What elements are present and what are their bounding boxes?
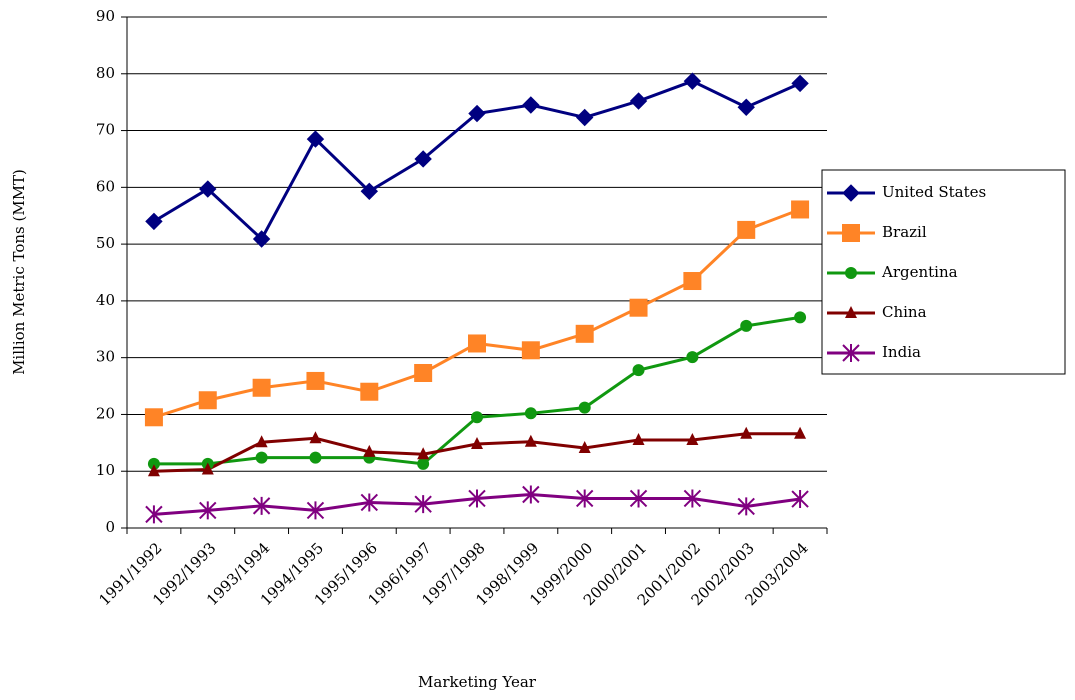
y-tick-label: 40 xyxy=(96,291,115,309)
marker xyxy=(522,485,540,504)
marker xyxy=(417,447,430,460)
marker xyxy=(199,180,217,198)
marker xyxy=(524,434,537,447)
marker xyxy=(468,104,486,123)
marker xyxy=(578,401,591,414)
marker xyxy=(842,344,860,362)
marker xyxy=(737,497,755,516)
marker xyxy=(414,363,433,382)
marker xyxy=(255,435,268,448)
marker xyxy=(794,426,807,439)
marker xyxy=(686,432,699,445)
marker xyxy=(414,495,432,514)
marker xyxy=(306,371,325,390)
y-tick-label: 50 xyxy=(96,234,115,252)
marker xyxy=(309,431,322,444)
marker xyxy=(791,74,809,93)
y-tick-label: 70 xyxy=(96,121,115,139)
marker xyxy=(629,298,648,317)
marker xyxy=(683,489,702,508)
y-axis-title: Million Metric Tons (MMT) xyxy=(10,169,28,375)
marker xyxy=(306,130,325,148)
marker xyxy=(145,505,163,524)
marker xyxy=(845,267,857,279)
marker xyxy=(252,230,271,248)
marker xyxy=(842,224,860,242)
legend-label: India xyxy=(882,343,921,361)
legend-label: Brazil xyxy=(882,223,927,241)
x-axis-title: Marketing Year xyxy=(418,673,537,691)
legend: United States Brazil Argentina China India xyxy=(821,169,1066,375)
marker xyxy=(632,432,645,445)
marker xyxy=(414,150,432,168)
marker xyxy=(468,334,486,353)
series-line xyxy=(153,208,801,419)
marker xyxy=(255,451,268,464)
marker xyxy=(575,324,594,343)
marker xyxy=(360,493,379,512)
marker xyxy=(522,96,540,114)
marker xyxy=(632,364,645,377)
legend-label: Argentina xyxy=(881,263,958,281)
marker xyxy=(791,490,809,509)
y-tick-label: 0 xyxy=(105,518,115,536)
marker xyxy=(147,464,160,477)
marker xyxy=(524,407,537,420)
marker xyxy=(740,319,753,332)
marker xyxy=(737,98,755,116)
marker xyxy=(575,489,594,508)
marker xyxy=(360,182,379,201)
marker xyxy=(578,440,591,453)
marker xyxy=(252,378,271,397)
legend-label: United States xyxy=(882,183,986,201)
marker xyxy=(363,444,376,457)
marker xyxy=(575,108,594,127)
marker xyxy=(683,72,702,90)
marker xyxy=(198,391,217,410)
marker xyxy=(471,411,483,424)
y-tick-label: 80 xyxy=(96,64,115,82)
y-tick-label: 20 xyxy=(96,404,115,422)
marker xyxy=(145,212,163,231)
marker xyxy=(471,436,483,449)
y-tick-label: 90 xyxy=(96,7,115,25)
marker xyxy=(791,200,810,219)
marker xyxy=(199,501,217,520)
marker xyxy=(201,462,214,475)
marker xyxy=(306,501,325,520)
y-tick-label: 30 xyxy=(96,348,115,366)
legend-label: China xyxy=(882,303,927,321)
marker xyxy=(417,457,430,470)
marker xyxy=(629,489,648,508)
marker xyxy=(252,496,271,515)
marker xyxy=(740,426,753,439)
marker xyxy=(521,341,540,360)
marker xyxy=(468,489,486,508)
marker xyxy=(794,311,807,324)
y-tick-label: 60 xyxy=(96,177,115,195)
marker xyxy=(683,272,702,291)
marker xyxy=(309,451,322,464)
marker xyxy=(629,92,648,110)
marker xyxy=(360,382,379,401)
marker xyxy=(845,306,857,318)
marker xyxy=(144,408,163,427)
marker xyxy=(842,184,860,202)
y-tick-label: 10 xyxy=(96,461,115,479)
marker xyxy=(737,220,756,239)
marker xyxy=(686,351,699,364)
marker xyxy=(147,457,160,470)
